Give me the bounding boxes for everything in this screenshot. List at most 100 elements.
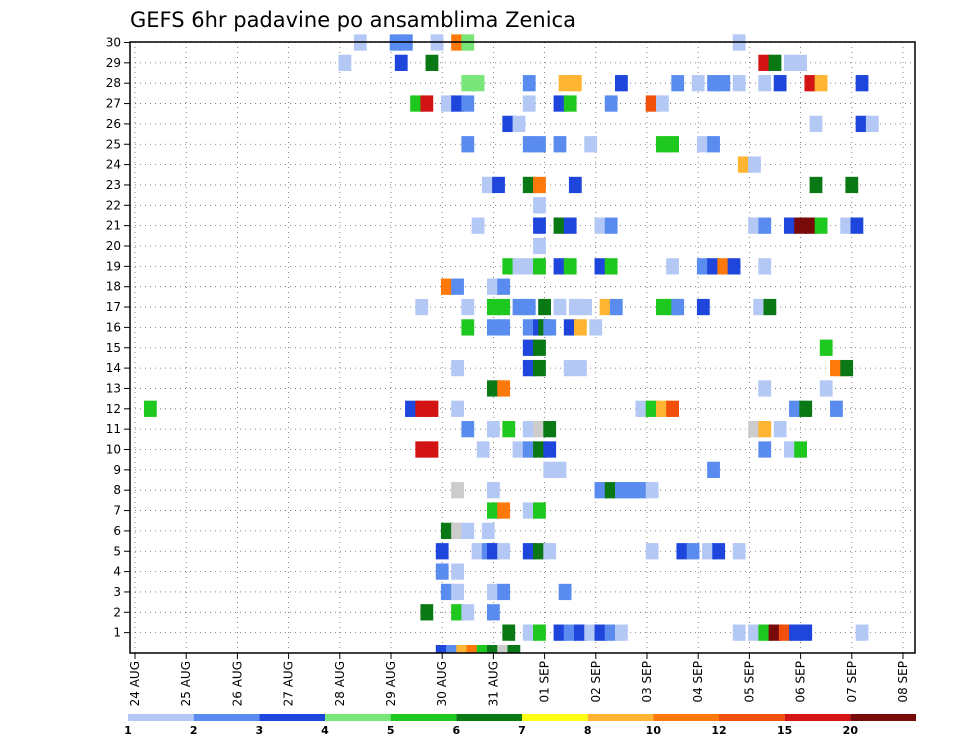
heatmap-cell <box>579 298 592 316</box>
heatmap-cell <box>783 217 797 234</box>
heatmap-cell <box>543 421 557 438</box>
heatmap-cell <box>707 258 720 275</box>
heatmap-cell <box>737 156 751 173</box>
heatmap-cell <box>487 421 500 438</box>
heatmap-cell <box>645 400 659 417</box>
heatmap-cell <box>440 278 454 295</box>
y-tick-label: 25 <box>106 137 121 151</box>
heatmap-cell <box>415 298 429 316</box>
heatmap-cell <box>574 359 587 377</box>
heatmap-cell <box>563 359 577 377</box>
heatmap-cell <box>435 563 449 580</box>
heatmap-cell <box>865 115 879 133</box>
heatmap-cell <box>855 115 869 133</box>
heatmap-cell <box>594 482 608 499</box>
heatmap-cell <box>840 359 854 377</box>
y-tick-label: 10 <box>106 443 121 457</box>
heatmap-cell <box>748 217 761 234</box>
heatmap-cell <box>707 75 720 92</box>
x-tick-label: 04 SEP <box>691 661 705 703</box>
heatmap-cell <box>819 339 833 356</box>
heatmap-cell <box>625 482 639 499</box>
heatmap-cell <box>533 217 546 234</box>
heatmap-cell <box>553 258 567 275</box>
colorbar-label: 7 <box>518 724 526 737</box>
heatmap-cell <box>522 298 536 316</box>
heatmap-cell <box>707 136 720 153</box>
heatmap-cell <box>497 502 511 519</box>
heatmap-cell <box>487 482 500 499</box>
heatmap-cell <box>732 624 746 641</box>
heatmap-cell <box>645 543 659 560</box>
y-axis-ticks: 1234567891011121314151617181920212223242… <box>106 36 130 640</box>
heatmap-cell <box>758 217 772 234</box>
heatmap-cell <box>446 645 459 653</box>
heatmap-cell <box>830 400 843 417</box>
heatmap-cell <box>599 298 613 316</box>
heatmap-cell <box>487 319 500 336</box>
y-tick-label: 9 <box>113 463 121 477</box>
y-tick-label: 30 <box>106 36 121 50</box>
heatmap-cell <box>758 441 772 458</box>
y-tick-label: 7 <box>113 504 121 518</box>
x-tick-label: 02 SEP <box>589 661 603 703</box>
heatmap-cell <box>645 95 659 112</box>
heatmap-cell <box>584 624 598 641</box>
heatmap-cell <box>533 359 546 377</box>
heatmap-cell <box>845 176 859 194</box>
heatmap-cell <box>522 258 536 275</box>
heatmap-cell <box>143 400 157 417</box>
heatmap-cell <box>420 95 434 112</box>
heatmap-cell <box>451 482 464 499</box>
x-tick-label: 28 AUG <box>333 661 347 706</box>
heatmap-cell <box>809 115 823 133</box>
heatmap-cell <box>461 95 475 112</box>
heatmap-cell <box>635 400 649 417</box>
heatmap-cell <box>440 95 454 112</box>
heatmap-cell <box>696 136 710 153</box>
heatmap-cell <box>487 583 500 601</box>
colorbar-swatch <box>193 714 260 721</box>
heatmap-cell <box>481 522 495 540</box>
heatmap-cell <box>558 583 572 601</box>
heatmap-cell <box>522 95 536 112</box>
heatmap-cell <box>574 624 587 641</box>
heatmap-cell <box>522 624 536 641</box>
colorbar-swatch <box>456 714 522 721</box>
heatmap-cell <box>753 298 767 316</box>
y-tick-label: 2 <box>113 605 121 619</box>
heatmap-cell <box>604 482 618 499</box>
heatmap-cell <box>804 217 818 234</box>
heatmap-cell <box>415 400 429 417</box>
y-tick-label: 8 <box>113 483 121 497</box>
colorbar-label: 10 <box>646 724 662 737</box>
colorbar-swatch <box>850 714 916 721</box>
heatmap-cell <box>533 176 546 194</box>
y-tick-label: 28 <box>106 76 121 90</box>
heatmap-cell <box>563 319 577 336</box>
heatmap-cell <box>543 461 557 478</box>
heatmap-cell <box>553 461 567 478</box>
heatmap-cell <box>707 461 720 478</box>
y-tick-label: 29 <box>106 56 121 70</box>
y-tick-label: 19 <box>106 259 121 273</box>
heatmap-cell <box>671 75 685 92</box>
heatmap-cell <box>568 75 582 92</box>
heatmap-cell <box>855 75 869 92</box>
heatmap-cell <box>799 400 813 417</box>
heatmap-cell <box>691 75 705 92</box>
heatmap-cell <box>543 543 557 560</box>
colorbar-swatch <box>390 714 457 721</box>
heatmap-cell <box>440 583 454 601</box>
heatmap-cell <box>748 156 761 173</box>
heatmap-cell <box>487 278 500 295</box>
heatmap-cell <box>533 502 546 519</box>
heatmap-cell <box>522 359 536 377</box>
heatmap-cell <box>768 624 782 641</box>
x-tick-label: 05 SEP <box>742 661 756 703</box>
heatmap-cell <box>594 217 608 234</box>
colorbar-label: 2 <box>190 724 198 737</box>
heatmap-cell <box>410 95 423 112</box>
heatmap-cell <box>758 75 772 92</box>
heatmap-cell <box>553 217 567 234</box>
